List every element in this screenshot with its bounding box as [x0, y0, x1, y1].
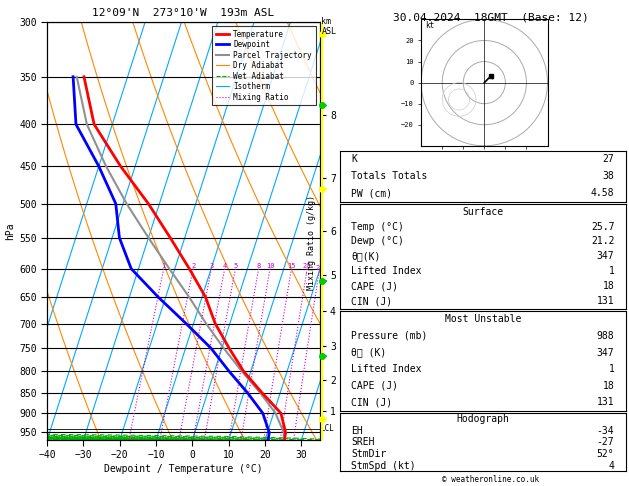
Text: 18: 18 — [603, 381, 615, 391]
Text: 1: 1 — [608, 266, 615, 277]
Text: EH: EH — [351, 426, 363, 435]
Text: CAPE (J): CAPE (J) — [351, 281, 398, 291]
Text: Pressure (mb): Pressure (mb) — [351, 331, 428, 341]
Text: StmSpd (kt): StmSpd (kt) — [351, 461, 416, 470]
Text: 25.7: 25.7 — [591, 222, 615, 231]
Text: 347: 347 — [597, 347, 615, 358]
Text: 988: 988 — [597, 331, 615, 341]
Text: 30.04.2024  18GMT  (Base: 12): 30.04.2024 18GMT (Base: 12) — [392, 12, 589, 22]
Title: 12°09'N  273°10'W  193m ASL: 12°09'N 273°10'W 193m ASL — [92, 8, 274, 18]
Text: 10: 10 — [266, 263, 274, 269]
Text: 2: 2 — [191, 263, 195, 269]
Text: 27: 27 — [603, 154, 615, 164]
Text: Lifted Index: Lifted Index — [351, 266, 421, 277]
Text: Mixing Ratio (g/kg): Mixing Ratio (g/kg) — [308, 195, 316, 291]
X-axis label: Dewpoint / Temperature (°C): Dewpoint / Temperature (°C) — [104, 465, 263, 474]
Text: CAPE (J): CAPE (J) — [351, 381, 398, 391]
Text: 131: 131 — [597, 398, 615, 407]
Text: StmDir: StmDir — [351, 449, 386, 459]
Text: Most Unstable: Most Unstable — [445, 314, 521, 324]
Text: -34: -34 — [597, 426, 615, 435]
Text: km
ASL: km ASL — [321, 17, 337, 35]
Text: Hodograph: Hodograph — [456, 414, 509, 424]
Text: Surface: Surface — [462, 207, 503, 217]
Text: kt: kt — [425, 21, 435, 30]
Text: 4: 4 — [223, 263, 227, 269]
Text: θᴄ(K): θᴄ(K) — [351, 251, 381, 261]
Text: 131: 131 — [597, 296, 615, 306]
Y-axis label: hPa: hPa — [5, 222, 15, 240]
Text: 347: 347 — [597, 251, 615, 261]
Text: CIN (J): CIN (J) — [351, 296, 392, 306]
Text: CIN (J): CIN (J) — [351, 398, 392, 407]
Text: 20: 20 — [303, 263, 311, 269]
Text: 1: 1 — [608, 364, 615, 374]
Text: 8: 8 — [257, 263, 261, 269]
Text: 5: 5 — [233, 263, 238, 269]
Text: © weatheronline.co.uk: © weatheronline.co.uk — [442, 474, 539, 484]
Text: PW (cm): PW (cm) — [351, 188, 392, 198]
Text: θᴄ (K): θᴄ (K) — [351, 347, 386, 358]
Text: 18: 18 — [603, 281, 615, 291]
Legend: Temperature, Dewpoint, Parcel Trajectory, Dry Adiabat, Wet Adiabat, Isotherm, Mi: Temperature, Dewpoint, Parcel Trajectory… — [212, 26, 316, 105]
Text: 38: 38 — [603, 171, 615, 181]
Text: 15: 15 — [287, 263, 296, 269]
Text: 25: 25 — [315, 265, 323, 271]
Text: 4.58: 4.58 — [591, 188, 615, 198]
Text: SREH: SREH — [351, 437, 375, 447]
Text: Temp (°C): Temp (°C) — [351, 222, 404, 231]
Text: 52°: 52° — [597, 449, 615, 459]
Text: K: K — [351, 154, 357, 164]
Text: -27: -27 — [597, 437, 615, 447]
Text: Lifted Index: Lifted Index — [351, 364, 421, 374]
Text: 3: 3 — [209, 263, 213, 269]
Text: 4: 4 — [608, 461, 615, 470]
Text: 1: 1 — [162, 263, 166, 269]
Text: 21.2: 21.2 — [591, 236, 615, 246]
Text: LCL: LCL — [321, 424, 335, 433]
Text: Dewp (°C): Dewp (°C) — [351, 236, 404, 246]
Text: Totals Totals: Totals Totals — [351, 171, 428, 181]
